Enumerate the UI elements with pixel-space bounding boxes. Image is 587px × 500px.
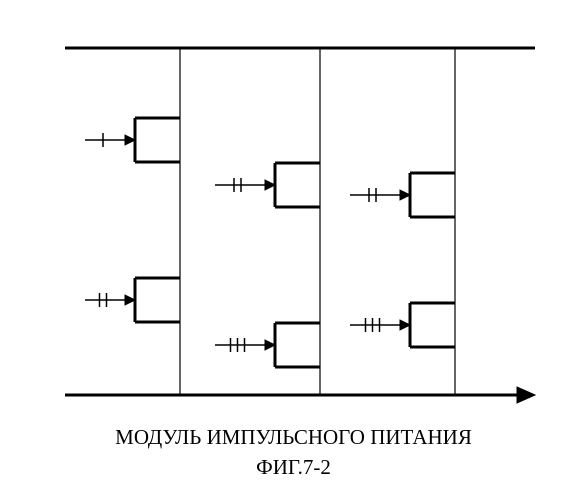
caption-line-2: ФИГ.7-2 [0,455,587,480]
caption-line-1: МОДУЛЬ ИМПУЛЬСНОГО ПИТАНИЯ [0,425,587,450]
diagram-canvas: МОДУЛЬ ИМПУЛЬСНОГО ПИТАНИЯ ФИГ.7-2 [0,0,587,500]
